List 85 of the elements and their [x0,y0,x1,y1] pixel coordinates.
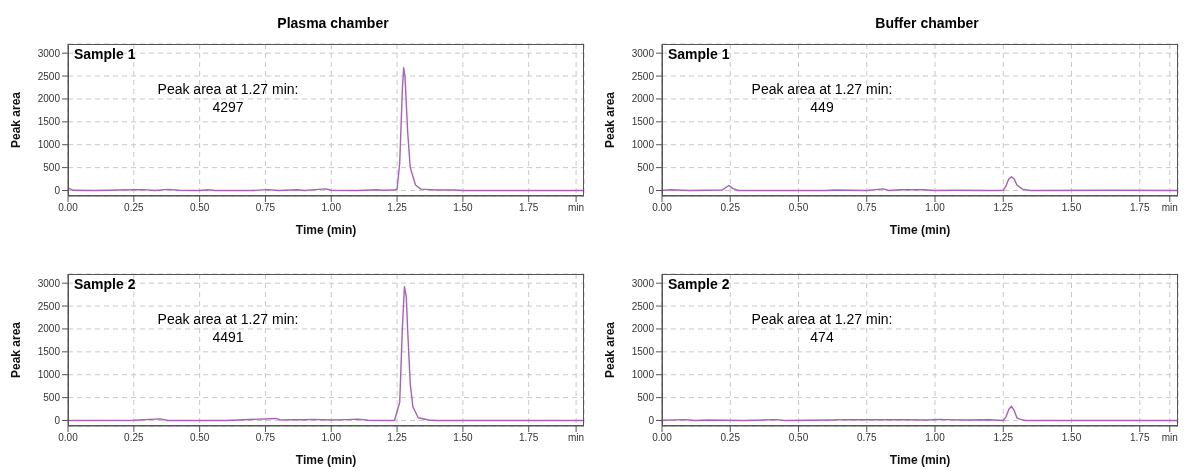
y-tick-label: 2000 [37,323,61,335]
x-tick-label: 1.25 [993,432,1014,444]
line-series [662,405,1178,422]
y-axis-title: Peak area [9,91,24,149]
y-tick-label: 1500 [37,346,61,358]
y-tick-label: 0 [648,415,655,427]
x-tick-label: min [568,202,585,214]
x-tick-label: min [568,432,585,444]
y-tick-label: 1500 [37,116,61,128]
y-tick-label: 1000 [37,139,61,151]
y-tick-label: 2500 [37,70,61,82]
x-tick-label: 0.00 [58,432,79,444]
y-tick-label: 1000 [37,369,61,381]
x-tick-label: 1.00 [925,202,946,214]
x-tick-label: 0.50 [189,432,210,444]
y-tick-label: 1000 [631,139,655,151]
x-tick-label: 0.50 [788,432,809,444]
x-axis-title: Time (min) [889,223,951,237]
x-tick-label: 1.50 [453,202,474,214]
y-axis-title: Peak area [603,91,618,149]
y-tick-label: 3000 [631,277,655,289]
x-tick-label: min [1161,432,1178,444]
x-tick-label: 1.75 [518,202,539,214]
x-tick-label: 1.50 [1061,202,1082,214]
y-tick-label: 2000 [631,323,655,335]
y-axis-title: Peak area [603,321,618,379]
y-tick-label: 500 [637,392,655,404]
x-tick-label: 1.00 [321,202,342,214]
y-tick-label: 500 [43,162,61,174]
x-tick-label: 1.00 [925,432,946,444]
annotation: Peak area at 1.27 min: 474 [750,310,894,346]
y-tick-label: 2000 [631,93,655,105]
annotation: Sample 2 [74,276,136,292]
annotation: Peak area at 1.27 min: 4297 [156,80,300,116]
y-axis-title: Peak area [9,321,24,379]
x-tick-label: 0.25 [124,432,144,444]
chart-title: Buffer chamber [874,14,980,33]
x-tick-label: 0.75 [857,432,877,444]
y-tick-label: 500 [43,392,61,404]
x-tick-label: 1.25 [993,202,1014,214]
annotation: Peak area at 1.27 min: 4491 [156,310,300,346]
y-tick-label: 3000 [631,47,655,59]
y-tick-label: 1000 [631,369,655,381]
x-tick-label: 0.00 [58,202,79,214]
x-tick-label: 1.75 [1130,432,1150,444]
x-tick-label: 1.25 [387,432,408,444]
y-tick-label: 3000 [37,47,61,59]
y-tick-label: 2000 [37,93,61,105]
x-tick-label: 1.50 [453,432,474,444]
x-tick-label: 1.75 [1130,202,1150,214]
y-tick-label: 3000 [37,277,61,289]
x-axis-title: Time (min) [889,453,951,467]
chart-title: Plasma chamber [276,14,390,33]
y-tick-label: 0 [648,185,655,197]
x-tick-label: 0.50 [189,202,210,214]
x-tick-label: 0.00 [652,202,673,214]
y-tick-label: 2500 [631,300,655,312]
y-tick-label: 0 [54,185,61,197]
y-tick-label: 2500 [631,70,655,82]
y-tick-label: 1500 [631,116,655,128]
x-tick-label: 0.00 [652,432,673,444]
y-tick-label: 2500 [37,300,61,312]
x-tick-label: 0.50 [788,202,809,214]
x-axis-title: Time (min) [295,223,357,237]
annotation: Sample 2 [668,276,730,292]
y-tick-label: 0 [54,415,61,427]
line-series [68,67,584,192]
y-tick-label: 500 [637,162,655,174]
annotation: Sample 1 [74,46,136,62]
y-tick-label: 1500 [631,346,655,358]
x-tick-label: 0.25 [124,202,144,214]
x-tick-label: 1.00 [321,432,342,444]
x-tick-label: min [1161,202,1178,214]
x-tick-label: 0.75 [255,432,276,444]
x-tick-label: 1.25 [387,202,408,214]
x-tick-label: 0.75 [857,202,877,214]
x-tick-label: 0.75 [255,202,276,214]
x-tick-label: 1.75 [518,432,539,444]
annotation: Peak area at 1.27 min: 449 [750,80,894,116]
line-series [662,176,1178,192]
x-tick-label: 1.50 [1061,432,1082,444]
x-tick-label: 0.25 [720,202,741,214]
annotation: Sample 1 [668,46,730,62]
x-tick-label: 0.25 [720,432,741,444]
x-axis-title: Time (min) [295,453,357,467]
